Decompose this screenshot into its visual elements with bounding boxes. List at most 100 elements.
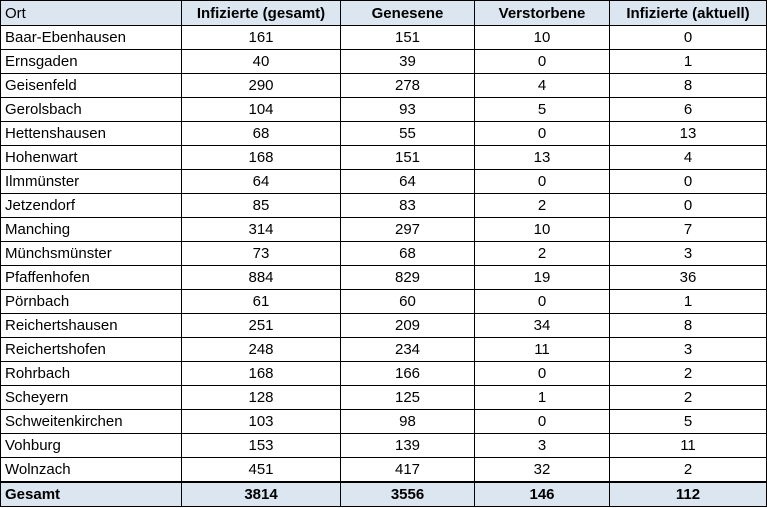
- cell-genesene: 60: [340, 289, 475, 314]
- cell-infizierte-aktuell: 3: [609, 241, 767, 266]
- table-row: Reichertshausen 251 209 34 8: [0, 313, 767, 338]
- cell-infizierte-aktuell: 5: [609, 409, 767, 434]
- cell-infizierte-gesamt: 168: [181, 361, 341, 386]
- cell-infizierte-gesamt: 251: [181, 313, 341, 338]
- cell-genesene: 209: [340, 313, 475, 338]
- cell-genesene: 278: [340, 73, 475, 98]
- cell-infizierte-aktuell: 0: [609, 169, 767, 194]
- cell-verstorbene: 34: [474, 313, 610, 338]
- header-verstorbene: Verstorbene: [474, 0, 610, 26]
- cell-infizierte-aktuell: 11: [609, 433, 767, 458]
- table-row: Manching 314 297 10 7: [0, 217, 767, 242]
- cell-verstorbene: 0: [474, 409, 610, 434]
- cell-infizierte-aktuell: 1: [609, 289, 767, 314]
- cell-infizierte-aktuell: 36: [609, 265, 767, 290]
- cell-infizierte-aktuell: 0: [609, 25, 767, 50]
- cell-infizierte-aktuell: 3: [609, 337, 767, 362]
- cell-genesene: 68: [340, 241, 475, 266]
- cell-infizierte-gesamt: 290: [181, 73, 341, 98]
- cell-infizierte-gesamt: 451: [181, 457, 341, 483]
- cell-verstorbene: 5: [474, 97, 610, 122]
- cell-genesene: 39: [340, 49, 475, 74]
- cell-verstorbene: 4: [474, 73, 610, 98]
- cell-ort: Baar-Ebenhausen: [0, 25, 182, 50]
- cell-infizierte-gesamt: 64: [181, 169, 341, 194]
- cell-ort: Wolnzach: [0, 457, 182, 483]
- cell-infizierte-gesamt: 85: [181, 193, 341, 218]
- total-infizierte-gesamt: 3814: [181, 481, 341, 507]
- cell-verstorbene: 0: [474, 361, 610, 386]
- cell-genesene: 83: [340, 193, 475, 218]
- total-label: Gesamt: [0, 481, 182, 507]
- cell-ort: Pfaffenhofen: [0, 265, 182, 290]
- cell-ort: Münchsmünster: [0, 241, 182, 266]
- cell-infizierte-gesamt: 104: [181, 97, 341, 122]
- cell-ort: Pörnbach: [0, 289, 182, 314]
- cell-verstorbene: 0: [474, 289, 610, 314]
- cell-infizierte-gesamt: 61: [181, 289, 341, 314]
- cell-ort: Manching: [0, 217, 182, 242]
- cell-infizierte-gesamt: 314: [181, 217, 341, 242]
- cell-infizierte-gesamt: 68: [181, 121, 341, 146]
- table-row: Scheyern 128 125 1 2: [0, 385, 767, 410]
- cell-ort: Schweitenkirchen: [0, 409, 182, 434]
- cell-infizierte-aktuell: 2: [609, 385, 767, 410]
- cell-ort: Hohenwart: [0, 145, 182, 170]
- cell-infizierte-gesamt: 128: [181, 385, 341, 410]
- cell-genesene: 417: [340, 457, 475, 483]
- cell-genesene: 55: [340, 121, 475, 146]
- cell-verstorbene: 1: [474, 385, 610, 410]
- cell-infizierte-aktuell: 2: [609, 361, 767, 386]
- cell-genesene: 151: [340, 25, 475, 50]
- cell-genesene: 151: [340, 145, 475, 170]
- table-row: Baar-Ebenhausen 161 151 10 0: [0, 25, 767, 50]
- cell-genesene: 139: [340, 433, 475, 458]
- table-row: Vohburg 153 139 3 11: [0, 433, 767, 458]
- cell-verstorbene: 32: [474, 457, 610, 483]
- header-infizierte-gesamt: Infizierte (gesamt): [181, 0, 341, 26]
- cell-genesene: 829: [340, 265, 475, 290]
- cell-infizierte-gesamt: 168: [181, 145, 341, 170]
- cell-ort: Ernsgaden: [0, 49, 182, 74]
- table-row: Hettenshausen 68 55 0 13: [0, 121, 767, 146]
- cell-ort: Jetzendorf: [0, 193, 182, 218]
- cell-infizierte-aktuell: 1: [609, 49, 767, 74]
- total-genesene: 3556: [340, 481, 475, 507]
- table-row: Pörnbach 61 60 0 1: [0, 289, 767, 314]
- cell-ort: Rohrbach: [0, 361, 182, 386]
- cell-infizierte-gesamt: 153: [181, 433, 341, 458]
- cell-infizierte-aktuell: 7: [609, 217, 767, 242]
- cell-verstorbene: 3: [474, 433, 610, 458]
- cell-genesene: 64: [340, 169, 475, 194]
- cell-genesene: 125: [340, 385, 475, 410]
- table-row: Rohrbach 168 166 0 2: [0, 361, 767, 386]
- header-ort: Ort: [0, 0, 182, 26]
- cell-genesene: 234: [340, 337, 475, 362]
- table-row: Münchsmünster 73 68 2 3: [0, 241, 767, 266]
- cell-verstorbene: 13: [474, 145, 610, 170]
- cell-genesene: 98: [340, 409, 475, 434]
- cell-infizierte-aktuell: 8: [609, 73, 767, 98]
- total-verstorbene: 146: [474, 481, 610, 507]
- cell-ort: Gerolsbach: [0, 97, 182, 122]
- total-infizierte-aktuell: 112: [609, 481, 767, 507]
- cell-infizierte-gesamt: 103: [181, 409, 341, 434]
- header-infizierte-aktuell: Infizierte (aktuell): [609, 0, 767, 26]
- cell-infizierte-aktuell: 6: [609, 97, 767, 122]
- cell-verstorbene: 0: [474, 49, 610, 74]
- cell-ort: Geisenfeld: [0, 73, 182, 98]
- cell-verstorbene: 2: [474, 241, 610, 266]
- cell-verstorbene: 19: [474, 265, 610, 290]
- cell-infizierte-gesamt: 161: [181, 25, 341, 50]
- cell-verstorbene: 0: [474, 169, 610, 194]
- cell-ort: Vohburg: [0, 433, 182, 458]
- table-row: Schweitenkirchen 103 98 0 5: [0, 409, 767, 434]
- cell-verstorbene: 11: [474, 337, 610, 362]
- table-row: Ernsgaden 40 39 0 1: [0, 49, 767, 74]
- cell-verstorbene: 10: [474, 25, 610, 50]
- cell-infizierte-aktuell: 13: [609, 121, 767, 146]
- table-row: Jetzendorf 85 83 2 0: [0, 193, 767, 218]
- cell-infizierte-aktuell: 2: [609, 457, 767, 483]
- cell-infizierte-gesamt: 248: [181, 337, 341, 362]
